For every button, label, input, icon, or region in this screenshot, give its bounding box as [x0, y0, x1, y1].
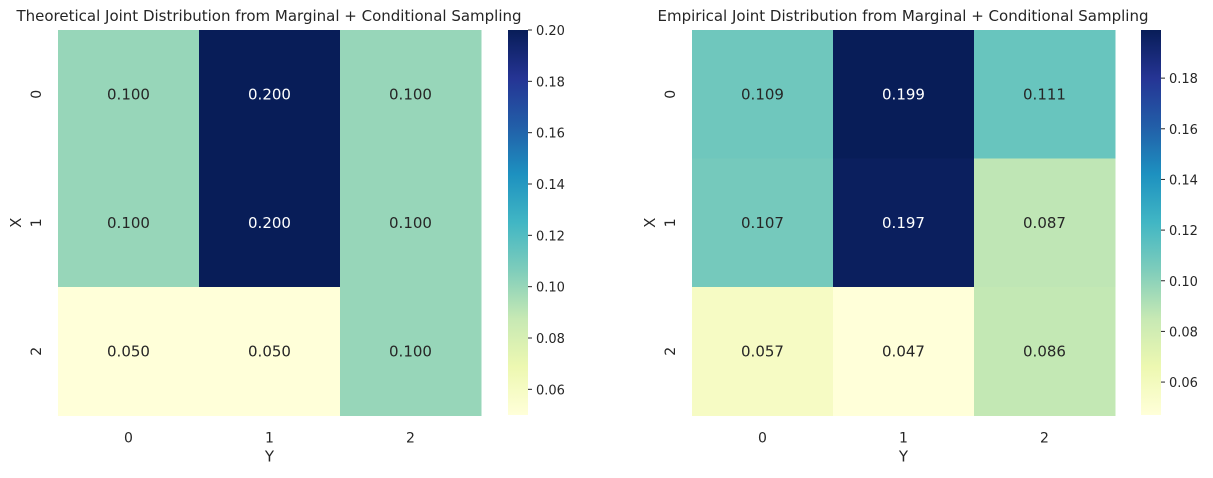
heatmap-cell [974, 30, 1116, 159]
chart-title: Theoretical Joint Distribution from Marg… [15, 7, 521, 25]
heatmap-cell [58, 287, 200, 416]
cell-annotation: 0.050 [248, 342, 291, 360]
cell-annotation: 0.047 [882, 342, 925, 360]
x-tick-label: 2 [1040, 431, 1049, 447]
x-tick-label: 1 [265, 431, 274, 447]
cell-annotation: 0.107 [741, 214, 784, 232]
colorbar-tick-label: 0.20 [536, 24, 565, 39]
heatmap-cell [692, 158, 834, 288]
cell-annotation: 0.100 [389, 214, 432, 232]
heatmap-cell [199, 158, 341, 288]
cell-annotation: 0.109 [741, 85, 784, 103]
cell-annotation: 0.100 [107, 85, 150, 103]
colorbar-tick-label: 0.06 [1169, 376, 1198, 391]
colorbar-tick-label: 0.14 [1169, 173, 1198, 188]
heatmap-panel-1: Theoretical Joint Distribution from Marg… [7, 7, 565, 466]
heatmap-cell [340, 30, 482, 159]
y-tick-label: 2 [663, 347, 679, 356]
colorbar [508, 30, 528, 415]
cell-annotation: 0.057 [741, 342, 784, 360]
cell-annotation: 0.087 [1023, 214, 1066, 232]
cell-annotation: 0.100 [107, 214, 150, 232]
x-tick-label: 2 [406, 431, 415, 447]
colorbar-tick-label: 0.18 [536, 75, 565, 90]
cell-annotation: 0.100 [389, 342, 432, 360]
colorbar-tick-label: 0.10 [536, 281, 565, 296]
colorbar-tick-label: 0.12 [1169, 224, 1198, 239]
y-tick-label: 0 [663, 90, 679, 99]
heatmap-cell [199, 30, 341, 159]
cell-annotation: 0.200 [248, 85, 291, 103]
cell-annotation: 0.200 [248, 214, 291, 232]
cell-annotation: 0.050 [107, 342, 150, 360]
y-tick-label: 1 [29, 218, 45, 227]
colorbar-tick-label: 0.16 [1169, 123, 1198, 138]
y-tick-label: 2 [29, 347, 45, 356]
colorbar-tick-label: 0.08 [1169, 325, 1198, 340]
chart-title: Empirical Joint Distribution from Margin… [658, 7, 1149, 25]
heatmap-panel-2: Empirical Joint Distribution from Margin… [641, 7, 1198, 466]
heatmap-cell [833, 158, 975, 288]
colorbar-tick-label: 0.06 [536, 383, 565, 398]
colorbar-tick-label: 0.12 [536, 229, 565, 244]
cell-annotation: 0.197 [882, 214, 925, 232]
colorbar-tick-label: 0.08 [536, 332, 565, 347]
heatmap-cell [199, 287, 341, 416]
colorbar [1141, 30, 1161, 415]
heatmap-cell [58, 158, 200, 288]
x-axis-label: Y [264, 448, 275, 466]
y-tick-label: 0 [29, 90, 45, 99]
cell-annotation: 0.199 [882, 85, 925, 103]
heatmap-cell [974, 287, 1116, 416]
cell-annotation: 0.111 [1023, 85, 1066, 103]
cell-annotation: 0.100 [389, 85, 432, 103]
heatmap-cell [692, 287, 834, 416]
heatmap-cell [340, 158, 482, 288]
colorbar-tick-label: 0.18 [1169, 72, 1198, 87]
y-axis-label: X [7, 218, 25, 228]
y-tick-label: 1 [663, 218, 679, 227]
heatmap-cell [974, 158, 1116, 288]
x-tick-label: 1 [899, 431, 908, 447]
y-axis-label: X [641, 218, 659, 228]
x-tick-label: 0 [124, 431, 133, 447]
x-tick-label: 0 [758, 431, 767, 447]
heatmap-cell [58, 30, 200, 159]
heatmap-cell [692, 30, 834, 159]
heatmap-cell [833, 30, 975, 159]
cell-annotation: 0.086 [1023, 342, 1066, 360]
heatmap-cell [340, 287, 482, 416]
colorbar-tick-label: 0.10 [1169, 275, 1198, 290]
colorbar-tick-label: 0.14 [536, 178, 565, 193]
colorbar-tick-label: 0.16 [536, 127, 565, 142]
x-axis-label: Y [898, 448, 909, 466]
heatmap-cell [833, 287, 975, 416]
